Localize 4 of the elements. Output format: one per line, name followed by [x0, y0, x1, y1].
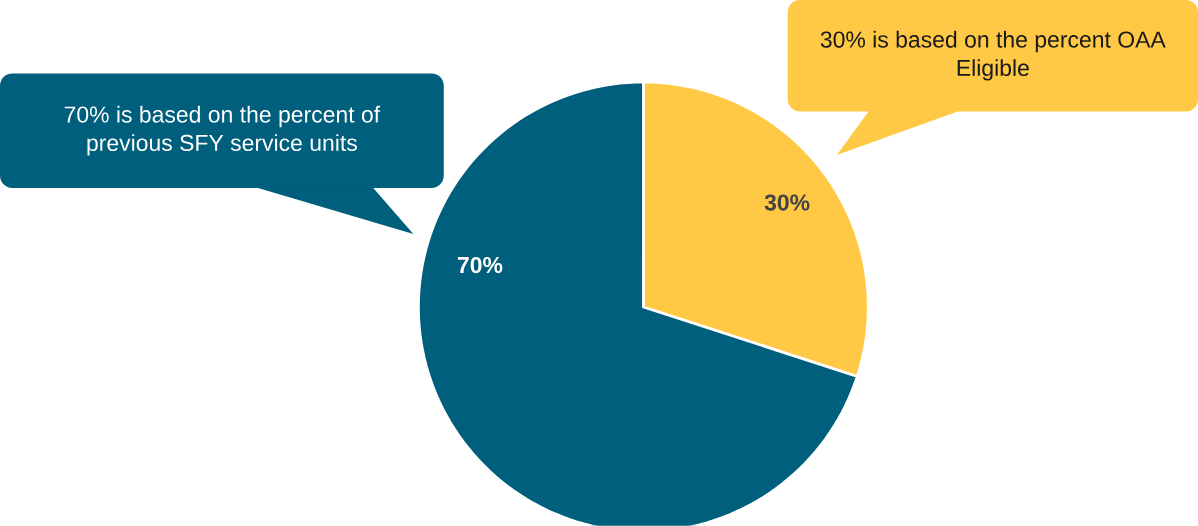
text: 30% is based on the percent OAA Eligible [820, 30, 1166, 81]
data-label: 30% [764, 194, 810, 211]
data-label: 70% [457, 256, 503, 274]
text: 70% is based on the percent of previous SFY service units [64, 105, 381, 156]
